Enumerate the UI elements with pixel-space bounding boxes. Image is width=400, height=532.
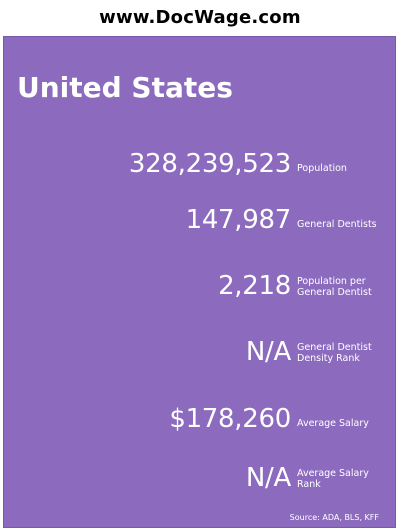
stat-average-salary: $178,260 Average Salary xyxy=(4,392,395,432)
stat-label: Population xyxy=(297,163,347,175)
stat-label: General Dentists xyxy=(297,219,377,231)
stat-value: 2,218 xyxy=(218,271,291,301)
region-title: United States xyxy=(17,71,233,104)
stat-general-dentists: 147,987 General Dentists xyxy=(4,193,395,233)
stat-salary-rank: N/A Average Salary Rank xyxy=(4,451,395,491)
stat-value: N/A xyxy=(245,463,291,493)
stats-card: United States 328,239,523 Population 147… xyxy=(3,36,396,528)
stat-value: 328,239,523 xyxy=(128,149,291,179)
stat-density-rank: N/A General Dentist Density Rank xyxy=(4,325,395,365)
stat-label: General Dentist Density Rank xyxy=(297,342,372,365)
stat-population-per-dentist: 2,218 Population per General Dentist xyxy=(4,259,395,299)
stat-label: Average Salary Rank xyxy=(297,468,369,491)
stat-value: 147,987 xyxy=(185,205,292,235)
stat-label: Average Salary xyxy=(297,418,369,430)
stat-value: N/A xyxy=(245,337,291,367)
site-title: www.DocWage.com xyxy=(99,7,301,28)
stat-value: $178,260 xyxy=(169,404,291,434)
stat-label: Population per General Dentist xyxy=(297,276,372,299)
source-note: Source: ADA, BLS, KFF xyxy=(289,513,379,522)
stat-population: 328,239,523 Population xyxy=(4,137,395,177)
